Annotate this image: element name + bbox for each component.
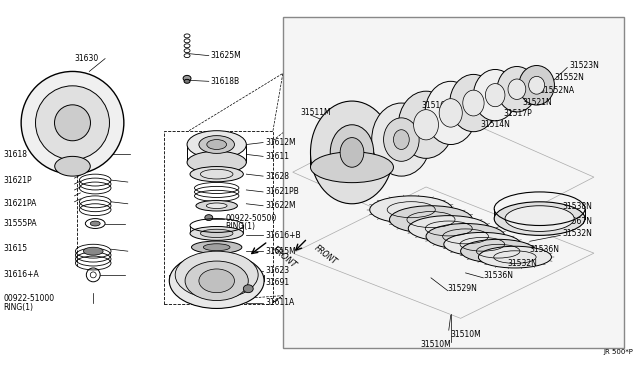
Text: RING(1): RING(1) bbox=[3, 303, 33, 312]
Text: JR 500*P: JR 500*P bbox=[604, 349, 634, 355]
Text: 31616+A: 31616+A bbox=[3, 270, 39, 279]
Ellipse shape bbox=[190, 227, 243, 240]
Text: 31612M: 31612M bbox=[265, 138, 296, 147]
Ellipse shape bbox=[529, 76, 545, 94]
Text: 31552NA: 31552NA bbox=[540, 86, 575, 95]
Text: 31628: 31628 bbox=[265, 171, 289, 181]
Ellipse shape bbox=[494, 202, 585, 235]
Ellipse shape bbox=[398, 91, 454, 158]
Text: 31625M: 31625M bbox=[211, 51, 241, 60]
Text: 31538N: 31538N bbox=[563, 202, 592, 211]
Text: 31529N: 31529N bbox=[448, 284, 477, 293]
Text: 31536N: 31536N bbox=[483, 271, 513, 280]
Ellipse shape bbox=[463, 90, 484, 116]
Text: 31514N: 31514N bbox=[481, 120, 510, 129]
Ellipse shape bbox=[190, 167, 243, 182]
Ellipse shape bbox=[394, 130, 409, 150]
Ellipse shape bbox=[184, 79, 190, 83]
Ellipse shape bbox=[439, 99, 462, 127]
Text: 31621PB: 31621PB bbox=[265, 187, 299, 196]
Ellipse shape bbox=[497, 67, 537, 112]
Ellipse shape bbox=[390, 206, 472, 233]
Ellipse shape bbox=[508, 79, 526, 99]
Ellipse shape bbox=[169, 253, 264, 308]
Ellipse shape bbox=[175, 251, 258, 299]
Text: RING(1): RING(1) bbox=[225, 222, 255, 231]
Ellipse shape bbox=[187, 151, 246, 173]
Ellipse shape bbox=[413, 110, 438, 140]
Ellipse shape bbox=[205, 215, 212, 221]
Text: 31567N: 31567N bbox=[563, 217, 593, 226]
Text: 31532N: 31532N bbox=[563, 229, 592, 238]
Text: 31630: 31630 bbox=[74, 54, 99, 63]
Ellipse shape bbox=[199, 136, 234, 153]
Text: 31622M: 31622M bbox=[265, 201, 296, 210]
Ellipse shape bbox=[340, 138, 364, 167]
Ellipse shape bbox=[243, 285, 253, 293]
Text: 31615: 31615 bbox=[3, 244, 28, 253]
Ellipse shape bbox=[425, 81, 476, 144]
Text: FRONT: FRONT bbox=[270, 244, 298, 270]
Text: FRONT: FRONT bbox=[312, 243, 339, 266]
Ellipse shape bbox=[461, 239, 536, 263]
Text: 31555PA: 31555PA bbox=[3, 219, 37, 228]
Ellipse shape bbox=[207, 140, 227, 150]
Text: 31521N: 31521N bbox=[523, 97, 552, 106]
Text: 31615M: 31615M bbox=[265, 247, 296, 256]
Text: 00922-50500: 00922-50500 bbox=[225, 214, 277, 223]
Ellipse shape bbox=[90, 221, 100, 226]
Ellipse shape bbox=[370, 196, 452, 224]
Ellipse shape bbox=[426, 224, 505, 249]
Ellipse shape bbox=[330, 125, 374, 180]
Ellipse shape bbox=[408, 216, 489, 241]
Text: 31623: 31623 bbox=[265, 266, 289, 275]
Text: 31611A: 31611A bbox=[265, 298, 294, 307]
Bar bbox=[283, 17, 623, 348]
Ellipse shape bbox=[485, 84, 505, 107]
Ellipse shape bbox=[204, 244, 230, 251]
Ellipse shape bbox=[83, 247, 103, 255]
Text: 31618: 31618 bbox=[3, 150, 28, 159]
Ellipse shape bbox=[310, 152, 394, 183]
Text: 31510M: 31510M bbox=[420, 340, 451, 350]
Text: 31510M: 31510M bbox=[451, 330, 481, 339]
Ellipse shape bbox=[474, 70, 517, 121]
Ellipse shape bbox=[444, 232, 521, 256]
Text: 00922-51000: 00922-51000 bbox=[3, 294, 54, 303]
Text: 31536N: 31536N bbox=[530, 245, 560, 254]
Ellipse shape bbox=[383, 118, 419, 161]
Circle shape bbox=[35, 86, 109, 160]
Ellipse shape bbox=[206, 203, 227, 209]
Ellipse shape bbox=[187, 131, 246, 158]
Ellipse shape bbox=[199, 269, 234, 293]
Ellipse shape bbox=[505, 206, 574, 231]
Ellipse shape bbox=[372, 103, 431, 176]
Ellipse shape bbox=[200, 229, 233, 238]
Text: 31621PA: 31621PA bbox=[3, 199, 36, 208]
Circle shape bbox=[54, 105, 90, 141]
Ellipse shape bbox=[310, 101, 394, 204]
Circle shape bbox=[21, 71, 124, 174]
Text: 31611: 31611 bbox=[265, 152, 289, 161]
Text: 31618B: 31618B bbox=[211, 77, 240, 86]
Ellipse shape bbox=[185, 261, 248, 301]
Ellipse shape bbox=[478, 246, 552, 268]
Ellipse shape bbox=[196, 201, 237, 211]
Text: 31616+B: 31616+B bbox=[265, 231, 301, 240]
Text: 31691: 31691 bbox=[265, 278, 289, 287]
Text: 31621P: 31621P bbox=[3, 176, 32, 185]
Text: 31523N: 31523N bbox=[569, 61, 599, 70]
Text: 31552N: 31552N bbox=[554, 73, 584, 82]
Bar bbox=[164, 131, 273, 304]
Text: 31516P: 31516P bbox=[421, 100, 450, 109]
Ellipse shape bbox=[519, 65, 554, 105]
Ellipse shape bbox=[54, 156, 90, 176]
Text: 31517P: 31517P bbox=[503, 109, 532, 118]
Ellipse shape bbox=[191, 241, 242, 253]
Text: 31532N: 31532N bbox=[507, 259, 537, 267]
Text: 31511M: 31511M bbox=[301, 108, 332, 118]
Ellipse shape bbox=[183, 76, 191, 81]
Ellipse shape bbox=[450, 74, 497, 132]
